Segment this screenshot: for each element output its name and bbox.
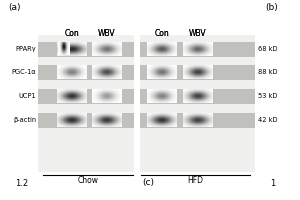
Bar xyxy=(38,64,255,79)
Text: PGC-1α: PGC-1α xyxy=(11,69,36,75)
Bar xyxy=(38,104,255,112)
Bar xyxy=(0,0,38,200)
Text: UCP1: UCP1 xyxy=(18,93,36,99)
Bar xyxy=(38,56,255,64)
Text: Con: Con xyxy=(64,29,80,38)
Text: Con: Con xyxy=(154,29,169,38)
Bar xyxy=(38,104,255,112)
Bar xyxy=(38,88,255,104)
Bar xyxy=(38,56,255,64)
Text: (a): (a) xyxy=(8,3,20,12)
Bar xyxy=(38,35,255,172)
Text: 88 kD: 88 kD xyxy=(258,69,278,75)
Text: 68 kD: 68 kD xyxy=(258,46,278,52)
Text: HFD: HFD xyxy=(188,176,203,185)
Bar xyxy=(134,35,140,172)
Text: 1: 1 xyxy=(270,179,275,188)
Text: (b): (b) xyxy=(265,3,278,12)
Bar xyxy=(0,172,300,200)
Text: WBV: WBV xyxy=(98,29,116,38)
Text: 42 kD: 42 kD xyxy=(258,117,278,123)
Bar xyxy=(38,79,255,88)
Bar xyxy=(255,0,300,200)
Text: WBV: WBV xyxy=(189,29,207,38)
Text: 1.2: 1.2 xyxy=(15,179,28,188)
Text: Con: Con xyxy=(64,29,80,38)
Bar xyxy=(38,112,255,128)
Bar xyxy=(38,128,255,172)
Text: WBV: WBV xyxy=(189,29,207,38)
Text: (c): (c) xyxy=(142,178,154,187)
Bar xyxy=(0,0,300,35)
Bar xyxy=(38,35,255,42)
Text: β-actin: β-actin xyxy=(13,117,36,123)
Text: Chow: Chow xyxy=(77,176,98,185)
Text: Con: Con xyxy=(154,29,169,38)
Text: WBV: WBV xyxy=(98,29,116,38)
Text: 53 kD: 53 kD xyxy=(258,93,278,99)
Bar xyxy=(38,79,255,88)
Text: PPARγ: PPARγ xyxy=(15,46,36,52)
Bar xyxy=(38,42,255,56)
